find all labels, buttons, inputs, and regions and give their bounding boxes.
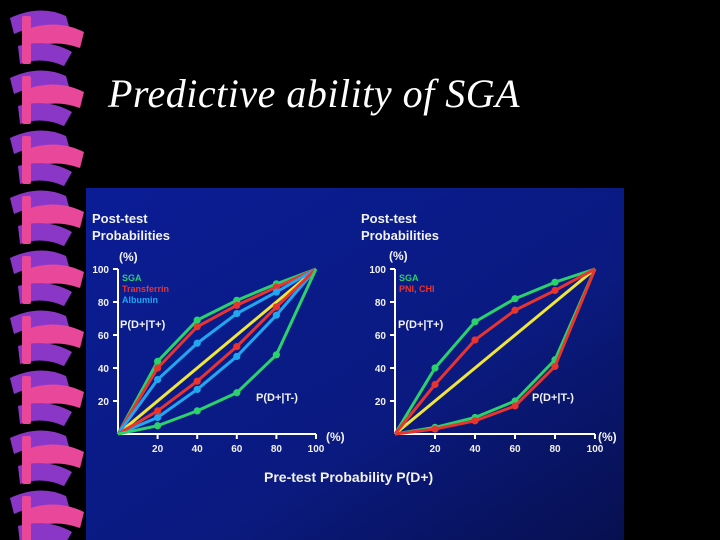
chart-left-xlabel: (%)	[326, 430, 345, 444]
binding-coil	[10, 250, 84, 306]
chart-right-legend-pni-chi: PNI, CHI	[399, 284, 435, 294]
data-point	[551, 278, 559, 286]
y-tick-label: 20	[375, 397, 387, 408]
data-point	[233, 309, 241, 318]
chart-left-annotation-tplus: P(D+|T+)	[120, 319, 166, 331]
chart-left-title-line2: Probabilities	[92, 228, 170, 243]
data-point	[233, 389, 241, 397]
series-line	[117, 268, 318, 436]
chart-right-xlabel: (%)	[598, 430, 617, 444]
binding-coil	[10, 370, 84, 426]
data-point	[272, 283, 280, 291]
y-tick-label: 20	[98, 397, 110, 408]
data-point	[551, 286, 559, 295]
series-line	[116, 267, 317, 435]
binding-coil	[10, 190, 84, 246]
y-tick-label: 100	[92, 265, 109, 276]
series-line	[117, 268, 318, 436]
series-line	[116, 267, 317, 435]
chart-right-title-line2: Probabilities	[361, 228, 439, 243]
chart-left-legend-transferrin: Transferrin	[122, 284, 169, 294]
x-tick-label: 80	[549, 444, 561, 455]
chart-left-ylabel: (%)	[119, 250, 138, 264]
x-tick-label: 20	[152, 444, 164, 455]
data-point	[154, 422, 162, 430]
binding-coil	[10, 430, 84, 486]
data-point	[272, 303, 280, 311]
chart-right: Post-test Probabilities (%) (%) SGA PNI,…	[361, 211, 617, 455]
x-tick-label: 20	[429, 444, 441, 455]
chart-right-annotation-tminus: P(D+|T-)	[532, 392, 574, 404]
x-tick-label: 40	[469, 444, 481, 455]
x-tick-label: 60	[509, 444, 521, 455]
data-point	[193, 316, 201, 324]
data-point	[431, 425, 439, 433]
data-point	[193, 407, 201, 415]
data-point	[233, 296, 241, 304]
data-point	[471, 417, 479, 425]
binding-coil	[10, 10, 84, 66]
data-point	[272, 311, 280, 319]
data-point	[233, 352, 241, 361]
x-tick-label: 100	[308, 444, 325, 455]
data-point	[471, 318, 479, 326]
x-tick-label: 100	[587, 444, 604, 455]
chart-left-annotation-tminus: P(D+|T-)	[256, 392, 298, 404]
x-tick-label: 60	[231, 444, 243, 455]
data-point	[511, 402, 519, 410]
chart-right-ylabel: (%)	[389, 249, 408, 263]
spiral-binding-decoration	[10, 10, 84, 540]
y-tick-label: 60	[375, 331, 387, 342]
y-tick-label: 40	[375, 364, 387, 375]
data-point	[193, 339, 201, 347]
y-tick-label: 40	[98, 364, 110, 375]
data-point	[193, 323, 201, 331]
data-point	[233, 342, 241, 351]
footer-xlabel: Pre-test Probability P(D+)	[264, 469, 433, 485]
data-point	[551, 362, 559, 370]
data-point	[511, 295, 519, 303]
data-point	[193, 385, 201, 394]
data-point	[154, 407, 162, 415]
data-point	[233, 301, 241, 309]
data-point	[154, 413, 162, 422]
chart-left-legend-sga: SGA	[122, 273, 142, 283]
y-tick-label: 80	[375, 298, 387, 309]
series-line	[394, 268, 597, 436]
binding-coil	[10, 310, 84, 366]
x-tick-label: 40	[192, 444, 204, 455]
series-line	[393, 267, 596, 435]
data-point	[471, 336, 479, 344]
binding-coil	[10, 70, 84, 126]
data-point	[193, 377, 201, 385]
reference-diagonal-line	[117, 267, 317, 436]
series-line	[393, 267, 596, 435]
data-point	[154, 375, 162, 384]
reference-diagonal-line	[394, 267, 596, 436]
series-line	[117, 267, 318, 436]
data-point	[511, 306, 519, 314]
data-point	[272, 288, 280, 296]
binding-coil	[10, 130, 84, 186]
data-point	[431, 364, 439, 372]
data-point	[431, 380, 439, 389]
chart-slide-panel: Post-test Probabilities (%) (%) SGA Tran…	[86, 188, 624, 540]
chart-right-title-line1: Post-test	[361, 211, 417, 226]
y-tick-label: 80	[98, 298, 110, 309]
binding-coil	[10, 490, 84, 540]
x-tick-label: 80	[271, 444, 283, 455]
chart-left-legend-albumin: Albumin	[122, 295, 158, 305]
chart-left: Post-test Probabilities (%) (%) SGA Tran…	[92, 211, 345, 455]
chart-right-legend-sga: SGA	[399, 273, 419, 283]
y-tick-label: 60	[98, 331, 110, 342]
data-point	[272, 351, 280, 359]
y-tick-label: 100	[369, 265, 386, 276]
chart-left-title-line1: Post-test	[92, 211, 148, 226]
data-point	[154, 364, 162, 372]
data-point	[154, 357, 162, 365]
slide-title: Predictive ability of SGA	[108, 71, 521, 116]
chart-right-annotation-tplus: P(D+|T+)	[398, 319, 444, 331]
series-line	[116, 267, 317, 435]
